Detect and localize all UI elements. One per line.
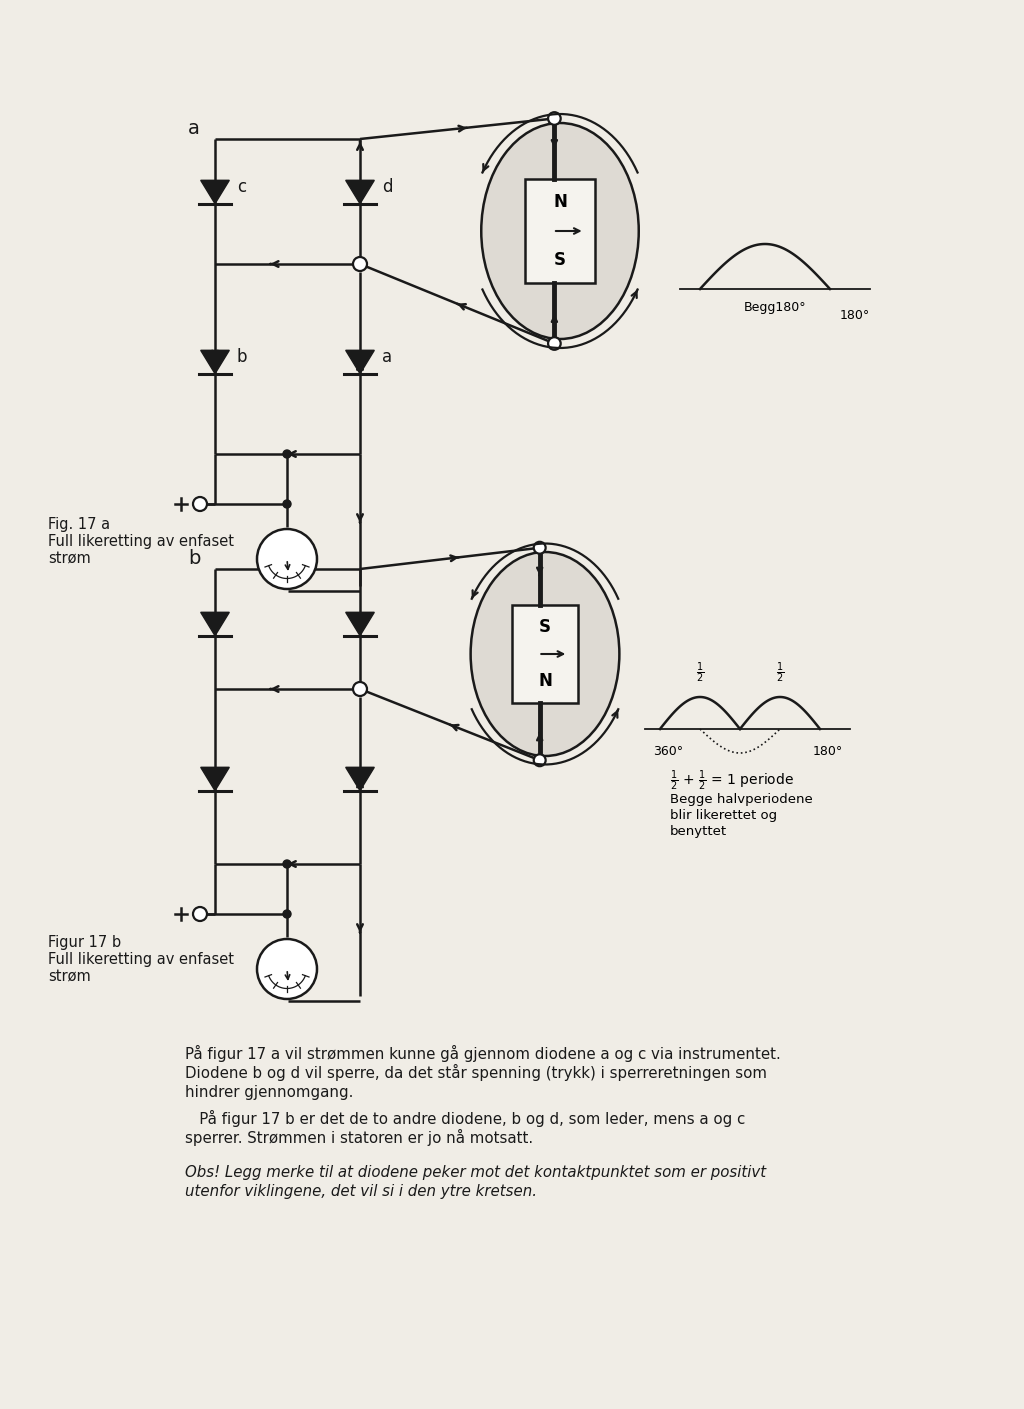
Text: På figur 17 b er det de to andre diodene, b og d, som leder, mens a og c: På figur 17 b er det de to andre diodene… [185,1109,745,1127]
Polygon shape [346,180,375,204]
Text: Begge halvperiodene: Begge halvperiodene [670,793,813,806]
Text: Figur 17 b: Figur 17 b [48,936,121,950]
Circle shape [257,938,317,999]
Text: b: b [237,348,248,366]
Polygon shape [346,768,375,790]
Polygon shape [201,351,229,373]
Text: Full likeretting av enfaset: Full likeretting av enfaset [48,952,234,967]
Text: På figur 17 a vil strømmen kunne gå gjennom diodene a og c via instrumentet.: På figur 17 a vil strømmen kunne gå gjen… [185,1045,780,1062]
Circle shape [353,256,367,271]
Text: S: S [554,251,566,269]
Circle shape [257,528,317,589]
Text: hindrer gjennomgang.: hindrer gjennomgang. [185,1085,353,1100]
Circle shape [548,113,561,125]
Circle shape [534,754,546,766]
Text: c: c [237,178,246,196]
Circle shape [283,910,291,919]
Text: strøm: strøm [48,551,91,566]
Text: strøm: strøm [48,969,91,983]
Text: 180°: 180° [840,309,870,323]
Text: b: b [188,550,201,568]
Text: a: a [382,348,392,366]
Ellipse shape [471,552,620,757]
Circle shape [534,542,546,554]
Polygon shape [201,613,229,635]
Text: Fig. 17 a: Fig. 17 a [48,517,111,533]
Polygon shape [346,351,375,373]
Circle shape [283,859,291,868]
Text: S: S [539,617,551,635]
Text: Begg180°: Begg180° [743,302,806,314]
Text: 180°: 180° [813,745,843,758]
Polygon shape [201,180,229,204]
Text: N: N [553,193,567,211]
Text: blir likerettet og: blir likerettet og [670,809,777,821]
Circle shape [193,497,207,511]
Text: N: N [538,672,552,690]
Text: 360°: 360° [653,745,683,758]
Circle shape [283,449,291,458]
Circle shape [193,907,207,921]
Ellipse shape [481,123,639,340]
Text: a: a [188,118,200,138]
Text: d: d [382,178,392,196]
Polygon shape [346,613,375,635]
Text: sperrer. Strømmen i statoren er jo nå motsatt.: sperrer. Strømmen i statoren er jo nå mo… [185,1129,534,1146]
Text: Obs! Legg merke til at diodene peker mot det kontaktpunktet som er positivt: Obs! Legg merke til at diodene peker mot… [185,1165,766,1179]
Text: utenfor viklingene, det vil si i den ytre kretsen.: utenfor viklingene, det vil si i den ytr… [185,1184,537,1199]
Circle shape [283,500,291,509]
Text: benyttet: benyttet [670,826,727,838]
Circle shape [353,682,367,696]
Polygon shape [201,768,229,790]
Text: $\frac{1}{2}$: $\frac{1}{2}$ [776,661,784,685]
Text: $\frac{1}{2}$ + $\frac{1}{2}$ = 1 periode: $\frac{1}{2}$ + $\frac{1}{2}$ = 1 period… [670,769,794,793]
Text: $\frac{1}{2}$: $\frac{1}{2}$ [696,661,705,685]
Text: Full likeretting av enfaset: Full likeretting av enfaset [48,534,234,550]
Bar [512,604,579,703]
Text: Diodene b og d vil sperre, da det står spenning (trykk) i sperreretningen som: Diodene b og d vil sperre, da det står s… [185,1064,767,1081]
Circle shape [548,337,561,349]
Bar [525,179,595,283]
